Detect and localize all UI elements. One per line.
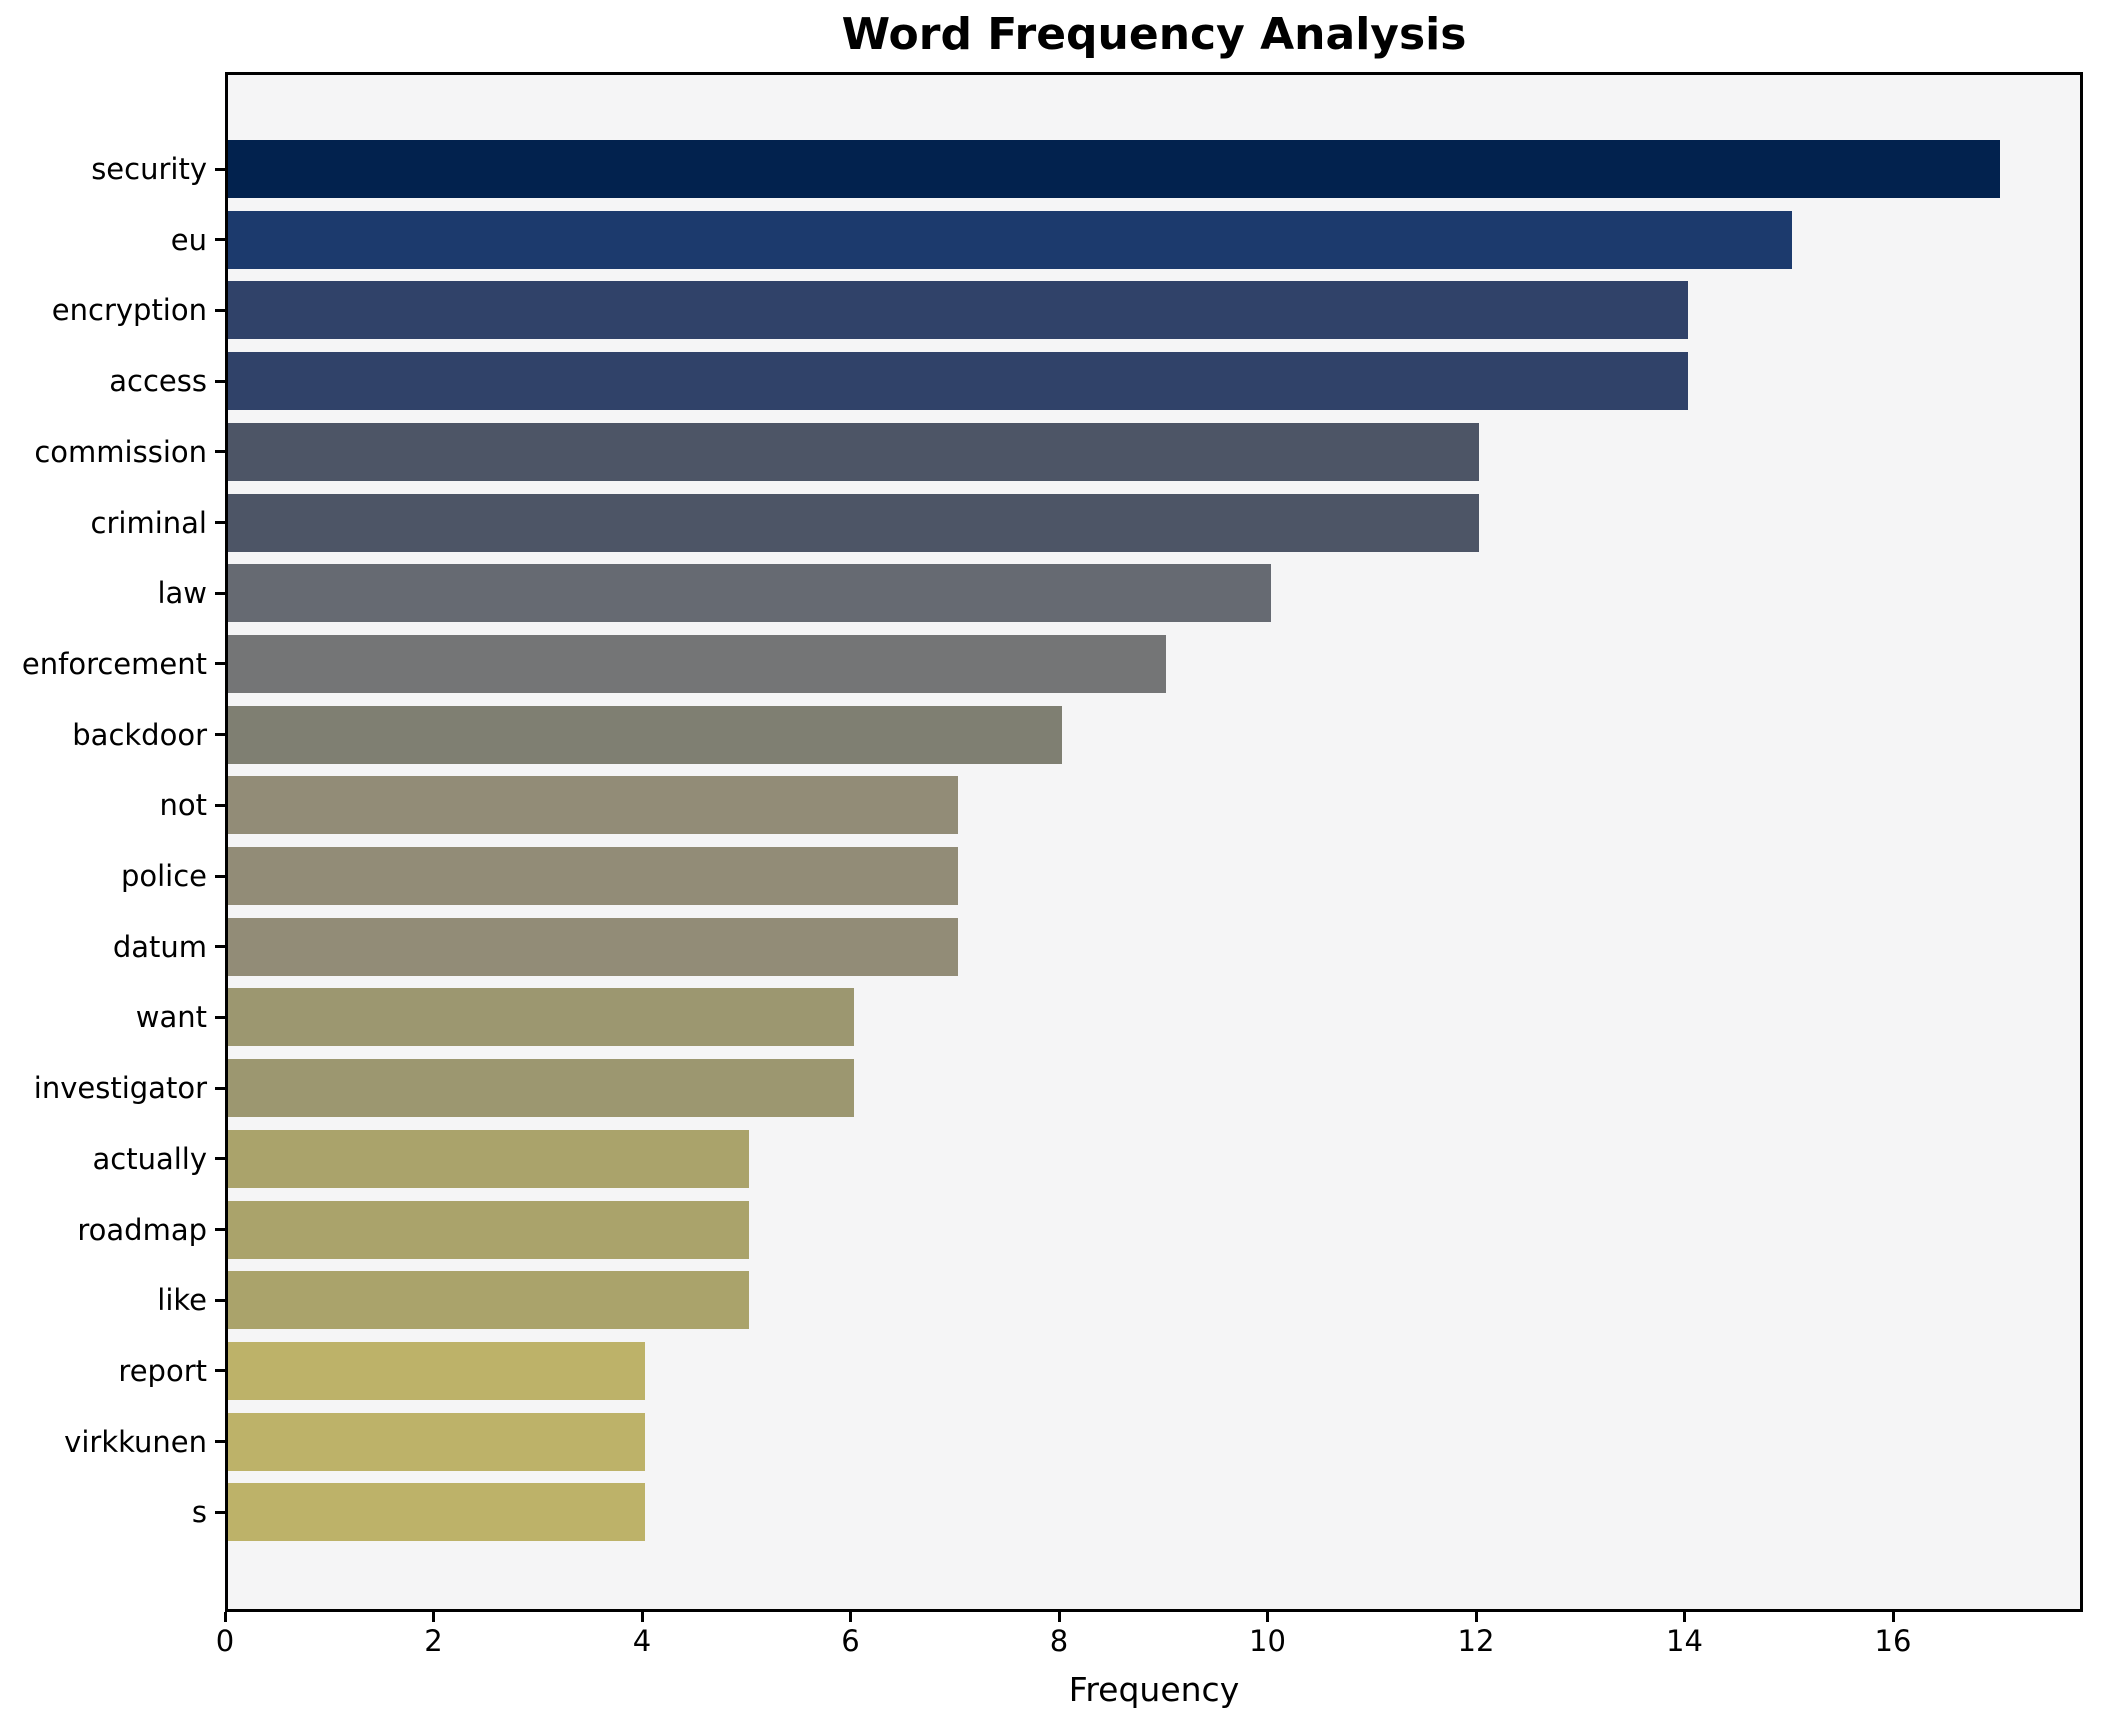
y-tick-mark [215,874,225,878]
bar-police [228,847,958,905]
y-tick-label-commission: commission [34,434,207,469]
y-tick-mark [215,662,225,666]
bar-datum [228,917,958,976]
x-tick-label-16: 16 [1874,1624,1912,1658]
y-tick-label-roadmap: roadmap [77,1212,207,1247]
x-tick-mark [1057,1612,1061,1622]
plot-area [225,72,2083,1612]
bar-backdoor [228,705,1062,764]
bar-like [228,1271,750,1330]
bar-law [228,564,1271,623]
y-tick-mark [215,591,225,595]
x-tick-label-6: 6 [841,1624,860,1658]
chart-title: Word Frequency Analysis [841,9,1467,60]
bar-want [228,988,854,1047]
x-tick-mark [1266,1612,1269,1622]
y-tick-mark [215,167,225,171]
y-tick-mark [215,1015,225,1019]
y-tick-label-police: police [120,859,207,893]
y-tick-mark [215,803,225,807]
bar-criminal [228,493,1479,552]
y-tick-label-criminal: criminal [90,505,207,540]
y-tick-mark [215,945,225,949]
y-tick-label-actually: actually [92,1141,207,1176]
x-tick-label-10: 10 [1249,1624,1286,1658]
bar-virkkunen [228,1412,645,1471]
x-tick-label-14: 14 [1666,1624,1703,1658]
y-tick-mark [215,1510,225,1514]
y-tick-label-security: security [91,152,207,186]
y-tick-label-want: want [135,1000,207,1035]
y-tick-mark [215,238,225,242]
y-tick-label-access: access [109,364,207,399]
x-tick-label-8: 8 [1049,1624,1069,1658]
bar-commission [228,422,1479,481]
y-tick-mark [215,379,225,383]
x-tick-mark [640,1612,644,1622]
x-tick-mark [432,1612,435,1622]
x-tick-mark [1683,1612,1686,1622]
y-tick-label-investigator: investigator [33,1071,207,1106]
y-tick-label-not: not [159,788,208,823]
y-tick-label-enforcement: enforcement [21,646,207,681]
y-tick-label-s: s [191,1495,207,1530]
y-tick-mark [215,521,225,524]
x-tick-mark [849,1612,852,1622]
bar-encryption [228,281,1688,340]
bar-s [228,1483,645,1542]
bar-report [228,1341,645,1400]
bar-enforcement [228,634,1167,693]
x-tick-mark [1891,1612,1895,1622]
x-tick-mark [223,1612,227,1622]
bar-roadmap [228,1200,750,1259]
y-tick-label-like: like [157,1283,207,1318]
x-tick-label-12: 12 [1457,1624,1495,1658]
x-tick-label-0: 0 [215,1624,235,1658]
y-tick-label-datum: datum [112,929,207,964]
y-tick-label-law: law [157,576,207,611]
y-tick-mark [215,733,225,737]
x-tick-mark [1474,1612,1478,1622]
y-tick-label-virkkunen: virkkunen [64,1424,207,1459]
bar-access [228,352,1688,411]
y-tick-mark [215,1298,225,1302]
x-tick-label-2: 2 [424,1624,443,1658]
y-tick-mark [215,308,225,312]
x-tick-label-4: 4 [632,1624,652,1658]
y-tick-mark [215,1086,225,1090]
bar-eu [228,210,1792,269]
bar-security [228,140,2001,198]
y-tick-mark [215,1369,225,1373]
y-tick-mark [215,1157,225,1161]
y-tick-mark [215,1228,225,1231]
bar-actually [228,1129,750,1188]
y-tick-label-encryption: encryption [51,293,207,328]
y-tick-label-eu: eu [170,222,207,257]
bar-not [228,776,958,835]
x-axis-label: Frequency [1068,1670,1240,1709]
y-tick-label-backdoor: backdoor [72,717,207,752]
bar-investigator [228,1059,854,1118]
y-tick-label-report: report [118,1353,207,1388]
y-tick-mark [215,1440,225,1444]
y-tick-mark [215,450,225,454]
